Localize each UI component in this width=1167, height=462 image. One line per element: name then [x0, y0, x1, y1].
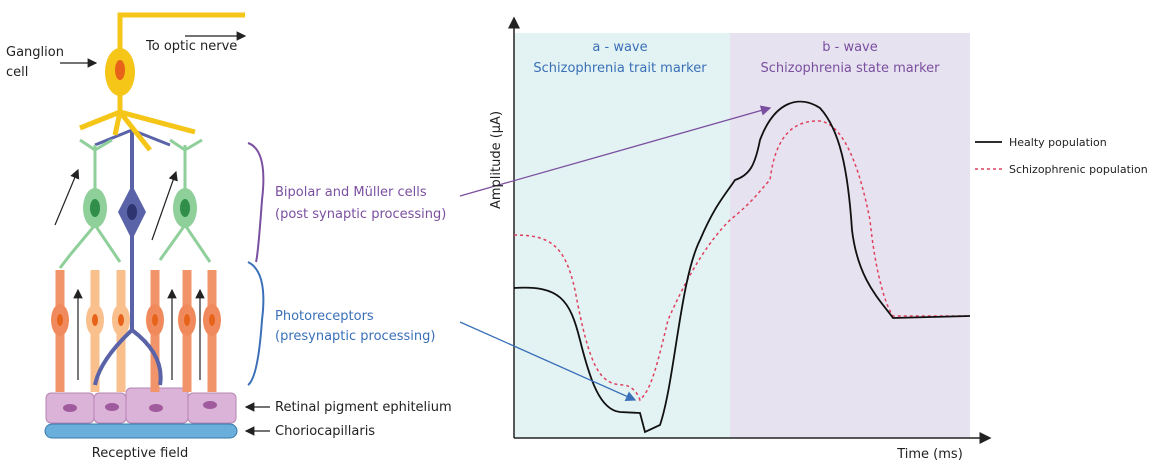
y-axis-label: Amplitude (µA): [489, 111, 504, 209]
retina-drawing: [45, 15, 270, 438]
choriocapillaris-label: Choriocapillaris: [275, 424, 375, 439]
ganglion-label: cell: [6, 65, 28, 80]
figure: Ganglion cell To optic nerve Bipolar and…: [0, 0, 1167, 462]
photoreceptor-label: (presynaptic processing): [275, 329, 435, 344]
region-subtitle: Schizophrenia state marker: [761, 61, 941, 76]
bipolar-label: Bipolar and Müller cells: [275, 185, 427, 200]
legend-label: Healty population: [1009, 136, 1107, 149]
photoreceptor-label: Photoreceptors: [275, 309, 374, 324]
bipolar-label: (post synaptic processing): [275, 207, 446, 222]
legend-label: Schizophrenic population: [1009, 163, 1148, 176]
region-subtitle: Schizophrenia trait marker: [533, 61, 707, 76]
ganglion-label: Ganglion: [6, 45, 64, 60]
region-title: b - wave: [822, 40, 878, 55]
x-axis-label: Time (ms): [896, 447, 963, 462]
a-wave-region: [514, 33, 730, 438]
region-title: a - wave: [592, 40, 647, 55]
optic-nerve-label: To optic nerve: [145, 39, 237, 54]
b-wave-region: [730, 33, 970, 438]
rpe-label: Retinal pigment ephitelium: [275, 400, 452, 415]
receptive-field-label: Receptive field: [92, 446, 188, 461]
